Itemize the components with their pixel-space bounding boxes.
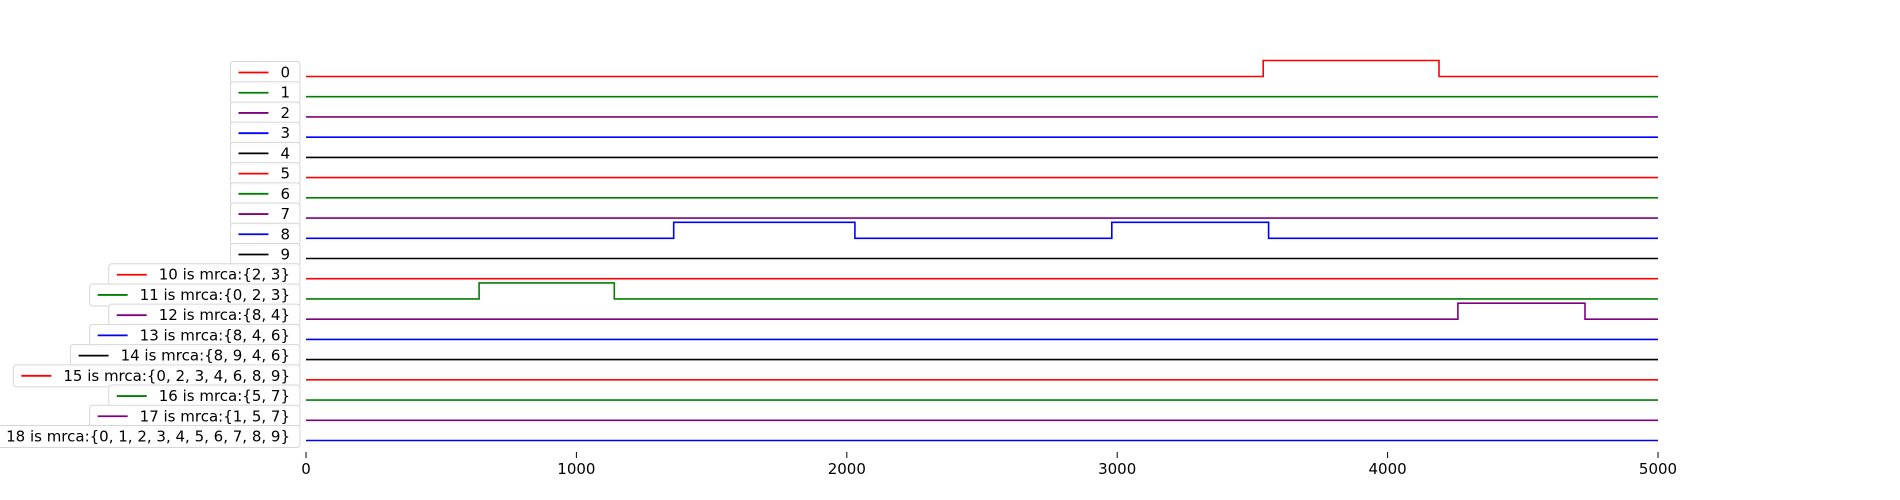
legend-label: 8 [280,225,290,243]
legend-label: 18 is mrca:{0, 1, 2, 3, 4, 5, 6, 7, 8, 9… [6,428,290,446]
legend-label: 4 [280,144,290,162]
legend-entry-1: 1 [229,81,301,105]
legend-label: 7 [280,205,290,223]
legend-entry-12: 12 is mrca:{8, 4} [108,303,301,327]
legend-entry-3: 3 [229,121,301,145]
legend-label: 13 is mrca:{8, 4, 6} [140,326,290,344]
legend-entry-15: 15 is mrca:{0, 2, 3, 4, 6, 8, 9} [12,364,301,388]
legend-entry-9: 9 [229,243,301,266]
x-tick-label: 2000 [828,460,866,478]
x-tick-label: 1000 [557,460,595,478]
x-tick-label: 3000 [1098,460,1136,478]
x-axis: 0 1000 2000 3000 4000 5000 [301,452,1677,478]
legend-entry-4: 4 [229,141,301,165]
legend-entry-8: 8 [229,222,301,246]
series-line-11 [306,282,1658,300]
legend-label: 5 [280,165,290,183]
series-lines [306,59,1658,442]
legend-label: 16 is mrca:{5, 7} [159,387,290,405]
legend-entry-5: 5 [229,162,301,186]
legend-entry-2: 2 [229,101,301,125]
legend-label: 1 [280,84,290,102]
legend-entry-10: 10 is mrca:{2, 3} [108,263,301,287]
legend-entry-16: 16 is mrca:{5, 7} [108,384,301,408]
legend-entry-14: 14 is mrca:{8, 9, 4, 6} [70,344,301,368]
legend-label: 10 is mrca:{2, 3} [159,266,290,284]
legend-entry-11: 11 is mrca:{0, 2, 3} [89,283,301,307]
legend-entry-17: 17 is mrca:{1, 5, 7} [89,404,301,428]
legend-label: 14 is mrca:{8, 9, 4, 6} [121,347,290,365]
legend-label: 15 is mrca:{0, 2, 3, 4, 6, 8, 9} [63,367,290,385]
x-tick-label: 0 [301,460,311,478]
legend-label: 12 is mrca:{8, 4} [159,306,290,324]
legend-entry-7: 7 [229,202,301,226]
legend-box [0,425,301,448]
legend-entry-18: 18 is mrca:{0, 1, 2, 3, 4, 5, 6, 7, 8, 9… [0,425,301,448]
series-line-8 [306,221,1658,240]
legend-label: 0 [280,64,290,82]
legend-label: 11 is mrca:{0, 2, 3} [140,286,290,304]
legend-entry-6: 6 [229,182,301,206]
legend-label: 17 is mrca:{1, 5, 7} [140,407,290,425]
series-line-0 [306,59,1658,78]
series-line-12 [306,302,1658,320]
legend-label: 3 [280,124,290,142]
x-tick-label: 4000 [1369,460,1407,478]
legend-entry-0: 0 [229,61,301,84]
legend-entry-13: 13 is mrca:{8, 4, 6} [89,323,301,347]
legend-label: 6 [280,185,290,203]
legend-label: 9 [280,246,290,264]
x-tick-label: 5000 [1639,460,1677,478]
legend-label: 2 [280,104,290,122]
series-legends: 0 1 2 3 4 5 6 7 8 9 10 is mrca:{2, 3} 11 is mrca:{0… [0,61,301,448]
